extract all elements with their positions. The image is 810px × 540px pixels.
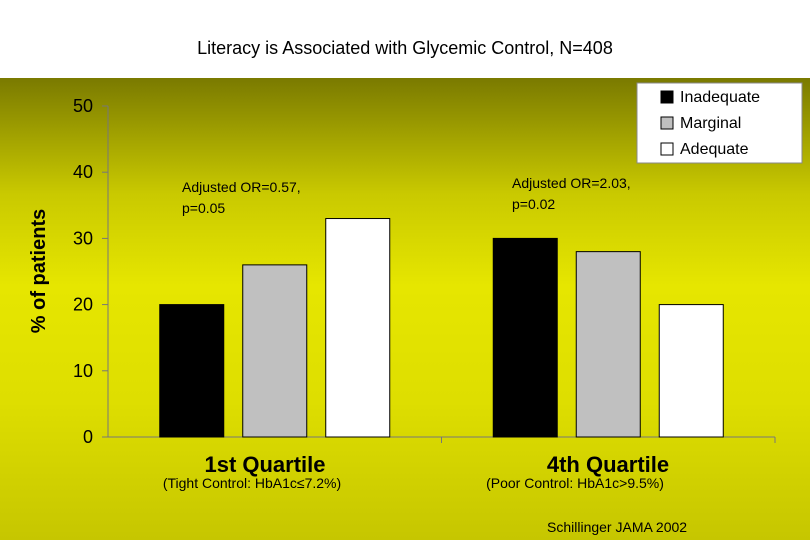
- category-labels: 1st Quartile 4th Quartile (Tight Control…: [163, 452, 669, 491]
- legend-entry-marginal: Marginal: [680, 115, 741, 132]
- annotation-1-line1: Adjusted OR=0.57,: [182, 179, 301, 195]
- legend-entry-inadequate: Inadequate: [680, 89, 760, 106]
- y-tick-label: 10: [73, 361, 93, 381]
- bar-inadequate-2: [492, 237, 558, 438]
- chart-title: Literacy is Associated with Glycemic Con…: [197, 38, 613, 58]
- annotation-2-line2: p=0.02: [512, 196, 555, 212]
- category-label-2: 4th Quartile: [547, 452, 669, 477]
- y-tick-label: 20: [73, 295, 93, 315]
- bar-adequate-2: [658, 304, 724, 438]
- y-axis-label: % of patients: [28, 209, 50, 333]
- legend-entry-adequate: Adequate: [680, 141, 749, 158]
- legend-swatch-inadequate: [660, 90, 674, 104]
- y-tick-label: 0: [83, 427, 93, 447]
- y-tick-label: 50: [73, 96, 93, 116]
- category-sublabel-2: (Poor Control: HbA1c>9.5%): [486, 475, 664, 491]
- category-label-1: 1st Quartile: [204, 452, 325, 477]
- bar-adequate-1: [325, 218, 391, 438]
- category-sublabel-1: (Tight Control: HbA1c≤7.2%): [163, 475, 341, 491]
- title-bar: Literacy is Associated with Glycemic Con…: [0, 0, 810, 78]
- legend: Inadequate Marginal Adequate: [636, 82, 803, 164]
- bar-marginal-2: [575, 251, 641, 438]
- bar-inadequate-1: [159, 304, 225, 438]
- annotations: Adjusted OR=0.57, p=0.05 Adjusted OR=2.0…: [182, 175, 631, 216]
- bars: [159, 218, 724, 438]
- bar-marginal-1: [242, 264, 308, 438]
- legend-swatch-adequate: [660, 142, 674, 156]
- annotation-2-line1: Adjusted OR=2.03,: [512, 175, 631, 191]
- y-tick-label: 40: [73, 162, 93, 182]
- y-tick-label: 30: [73, 228, 93, 248]
- source-citation: Schillinger JAMA 2002: [547, 519, 687, 535]
- legend-swatch-marginal: [660, 116, 674, 130]
- annotation-1-line2: p=0.05: [182, 200, 225, 216]
